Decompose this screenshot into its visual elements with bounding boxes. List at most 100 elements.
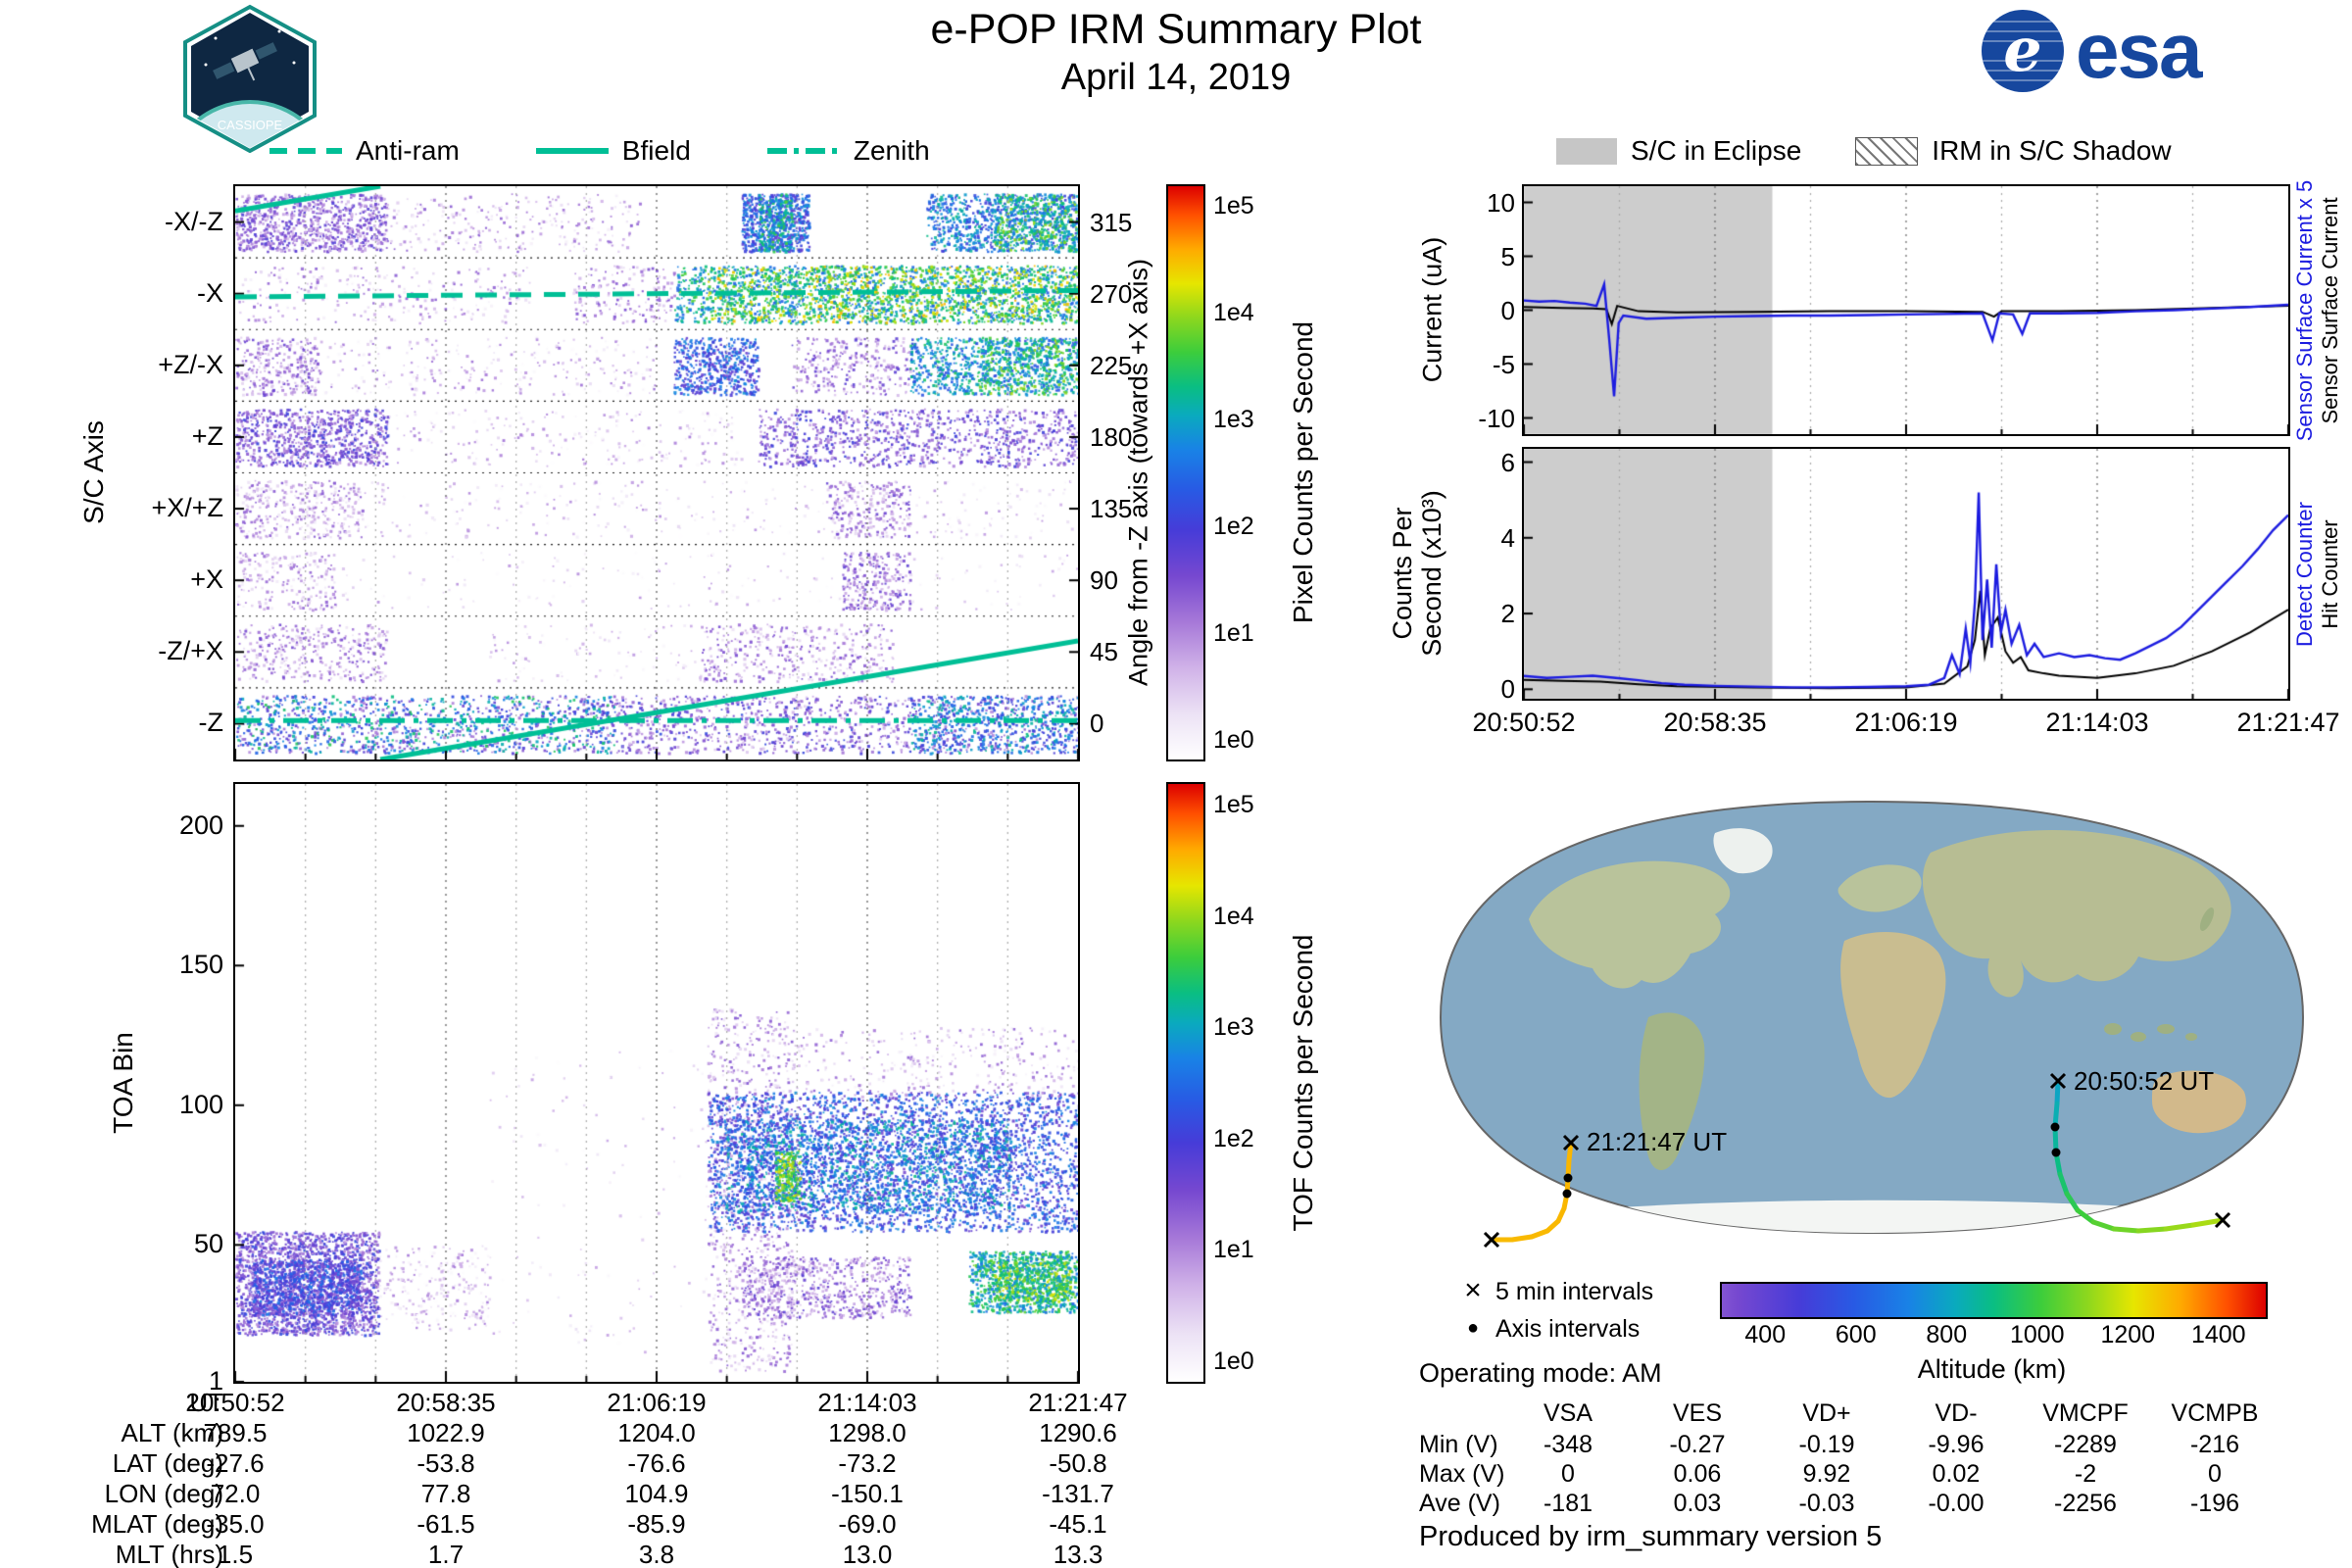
- track-segment-orbit-start: [2075, 1207, 2096, 1225]
- time-tick-label: 21:14:03: [2045, 708, 2149, 737]
- colorbar-tick-label: 1e4: [1213, 299, 1254, 327]
- world-map: 20:50:52 UT 21:21:47 UT: [1439, 800, 2305, 1249]
- ephemeris-value: 77.8: [420, 1479, 471, 1508]
- colorbar-tick-label: 1e0: [1213, 725, 1254, 754]
- patch-mission-name: CASSIOPE: [218, 118, 283, 132]
- continent-north-america: [1529, 860, 1731, 989]
- toa-spectrogram-frame: [233, 782, 1080, 1384]
- track-segment-orbit-start: [2163, 1222, 2196, 1232]
- colorbar-tick-label: 1e0: [1213, 1347, 1254, 1375]
- legend-label: S/C in Eclipse: [1631, 135, 1802, 166]
- continent-greenland: [1713, 828, 1773, 874]
- sc-axis-row-label: +X/+Z: [151, 493, 223, 523]
- track-segment-orbit-start: [2054, 1078, 2061, 1106]
- voltage-value: 0.02: [1932, 1460, 1981, 1488]
- angle-axis-label: Angle from -Z axis (towards +X axis): [1123, 259, 1153, 686]
- ephemeris-row-label-londeg: LON (deg): [104, 1479, 223, 1508]
- ephemeris-row-label-ut: UT: [189, 1388, 223, 1417]
- altitude-colorbar-label: Altitude (km): [1917, 1354, 2067, 1384]
- counts-ylabel: Counts Per Second (x10³): [1387, 490, 1446, 657]
- toa-ytick-label: 200: [178, 809, 223, 840]
- voltage-value: -0.03: [1798, 1490, 1855, 1517]
- ephemeris-value: 13.0: [842, 1540, 893, 1568]
- ephemeris-value: 72.0: [210, 1479, 261, 1508]
- track-segment-orbit-start: [2111, 1226, 2141, 1234]
- angle-tick-label: 180: [1090, 421, 1133, 452]
- track-time-annotation: 20:50:52 UT: [2074, 1066, 2214, 1096]
- voltage-value: 0: [1561, 1460, 1575, 1488]
- continent-australia: [2152, 1070, 2246, 1134]
- track-segment-orbit-start: [2057, 1171, 2070, 1197]
- legend-item-anti-ram: Anti-ram: [270, 135, 460, 167]
- angle-tick-label: 315: [1090, 207, 1133, 237]
- track-time-annotation: 21:21:47 UT: [1587, 1127, 1727, 1156]
- track-segment-orbit-start: [2090, 1219, 2117, 1232]
- pixel-counts-colorbar: [1166, 184, 1205, 761]
- orientation-legend: Anti-ram Bfield Zenith: [270, 133, 930, 169]
- ytick-label: 4: [1500, 522, 1515, 553]
- voltage-value: -0.00: [1928, 1490, 1984, 1517]
- colorbar-tick-label: 1e2: [1213, 1124, 1254, 1152]
- colorbar-tick-label: 1e5: [1213, 192, 1254, 220]
- marker-label: Axis intervals: [1495, 1315, 1641, 1343]
- axis-interval-marker: [2050, 1122, 2060, 1132]
- sc-axis-spectrogram-frame: [233, 184, 1080, 761]
- angle-tick-label: 0: [1090, 709, 1104, 739]
- colorbar-tick-label: 1e4: [1213, 902, 1254, 930]
- voltage-column-header: VD-: [1935, 1399, 1978, 1427]
- ytick-label: 0: [1500, 295, 1515, 325]
- track-segment-orbit-end: [1529, 1228, 1550, 1240]
- voltage-column-header: VSA: [1543, 1399, 1593, 1427]
- track-segment-orbit-start: [2064, 1191, 2081, 1213]
- ephemeris-value: -131.7: [1042, 1479, 1114, 1508]
- island-4: [2185, 1033, 2197, 1041]
- operating-mode: Operating mode: AM: [1419, 1358, 1662, 1388]
- voltage-row-label: Ave (V): [1419, 1490, 1500, 1517]
- colorbar-tick-label: 1e3: [1213, 1013, 1254, 1042]
- ephemeris-value: 1.7: [427, 1540, 465, 1568]
- colorbar-tick-label: 1e1: [1213, 1236, 1254, 1264]
- voltage-value: 0.06: [1673, 1460, 1722, 1488]
- ephemeris-value: -69.0: [838, 1509, 897, 1539]
- ephemeris-value: 1.5: [217, 1540, 254, 1568]
- island-japan: [2199, 907, 2215, 931]
- ephemeris-value: 21:21:47: [1028, 1388, 1128, 1417]
- voltage-value: 9.92: [1802, 1460, 1851, 1488]
- voltage-value: -9.96: [1928, 1431, 1984, 1458]
- ephemeris-row-label-altkm: ALT (km): [121, 1418, 223, 1447]
- axis-interval-marker: [2051, 1148, 2061, 1157]
- altitude-tick-label: 600: [1835, 1321, 1877, 1348]
- sc-axis-row-label: +Z: [191, 420, 223, 451]
- current-panel-canvas: [1524, 186, 2288, 434]
- legend-label: Anti-ram: [356, 135, 460, 166]
- angle-tick-label: 45: [1090, 637, 1118, 667]
- angle-tick-label: 90: [1090, 565, 1118, 596]
- voltage-value: -216: [2189, 1431, 2240, 1458]
- dashdot-line-sample: [766, 148, 840, 154]
- track-segment-orbit-end: [1566, 1140, 1574, 1163]
- voltage-value: -2256: [2054, 1490, 2117, 1517]
- voltage-value: -196: [2189, 1490, 2240, 1517]
- continent-asia: [1922, 829, 2231, 998]
- produced-by-footer: Produced by irm_summary version 5: [1419, 1521, 1883, 1552]
- ytick-label: 2: [1500, 599, 1515, 629]
- map-continents: [1527, 828, 2271, 1233]
- ephemeris-row-label-latdeg: LAT (deg): [112, 1448, 223, 1478]
- ground-tracks: [1483, 1072, 2231, 1249]
- ephemeris-value: -27.6: [206, 1448, 265, 1478]
- dashed-line-sample: [270, 148, 342, 154]
- ephemeris-value: 1298.0: [828, 1418, 906, 1447]
- ephemeris-value: 789.5: [203, 1418, 268, 1447]
- ephemeris-value: -53.8: [416, 1448, 475, 1478]
- sc-axis-row-label: +Z/-X: [158, 349, 223, 379]
- ephemeris-value: 20:58:35: [396, 1388, 496, 1417]
- altitude-tick-label: 1400: [2190, 1321, 2246, 1348]
- ytick-label: 0: [1500, 674, 1515, 705]
- tof-counts-colorbar-label: TOF Counts per Second: [1288, 934, 1318, 1232]
- solid-line-sample: [535, 148, 609, 154]
- legend-item-irm-in-s-c-shadow: IRM in S/C Shadow: [1855, 135, 2172, 167]
- altitude-tick-label: 800: [1926, 1321, 1968, 1348]
- ephemeris-value: 1204.0: [617, 1418, 696, 1447]
- ephemeris-row-label-mlthrs: MLT (hrs): [115, 1540, 223, 1568]
- legend-label: Zenith: [853, 135, 930, 166]
